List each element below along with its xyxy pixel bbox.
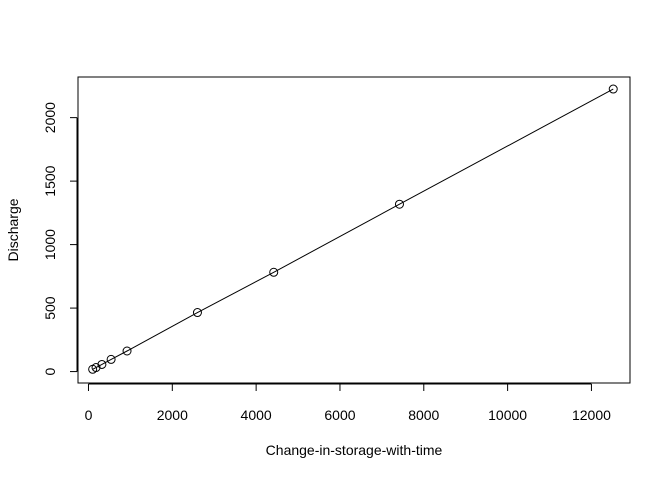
series-line <box>92 88 614 370</box>
y-tick-label: 2000 <box>42 102 58 133</box>
x-tick-label: 12000 <box>572 407 611 423</box>
x-axis-label: Change-in-storage-with-time <box>266 442 443 458</box>
data-point <box>91 363 101 373</box>
x-tick-label: 8000 <box>408 407 439 423</box>
plot-box <box>77 76 631 384</box>
data-point <box>394 199 404 209</box>
data-point <box>192 308 202 318</box>
data-point <box>269 267 279 277</box>
data-points <box>88 84 618 374</box>
y-tick-label: 1000 <box>42 229 58 260</box>
x-tick-label: 2000 <box>157 407 188 423</box>
y-axis: 0 500 1000 1500 2000 <box>42 102 78 375</box>
x-tick-label: 0 <box>85 407 93 423</box>
data-point <box>122 346 132 356</box>
y-tick-label: 500 <box>42 296 58 320</box>
y-tick-label: 0 <box>42 367 58 375</box>
x-tick-label: 4000 <box>241 407 272 423</box>
y-axis-label: Discharge <box>5 198 21 261</box>
data-point <box>608 84 618 94</box>
data-point <box>97 359 107 369</box>
x-tick-label: 6000 <box>324 407 355 423</box>
data-point <box>106 354 116 364</box>
x-tick-label: 10000 <box>488 407 527 423</box>
x-axis: 0 2000 4000 6000 8000 10000 12000 <box>85 383 611 423</box>
y-tick-label: 1500 <box>42 165 58 196</box>
